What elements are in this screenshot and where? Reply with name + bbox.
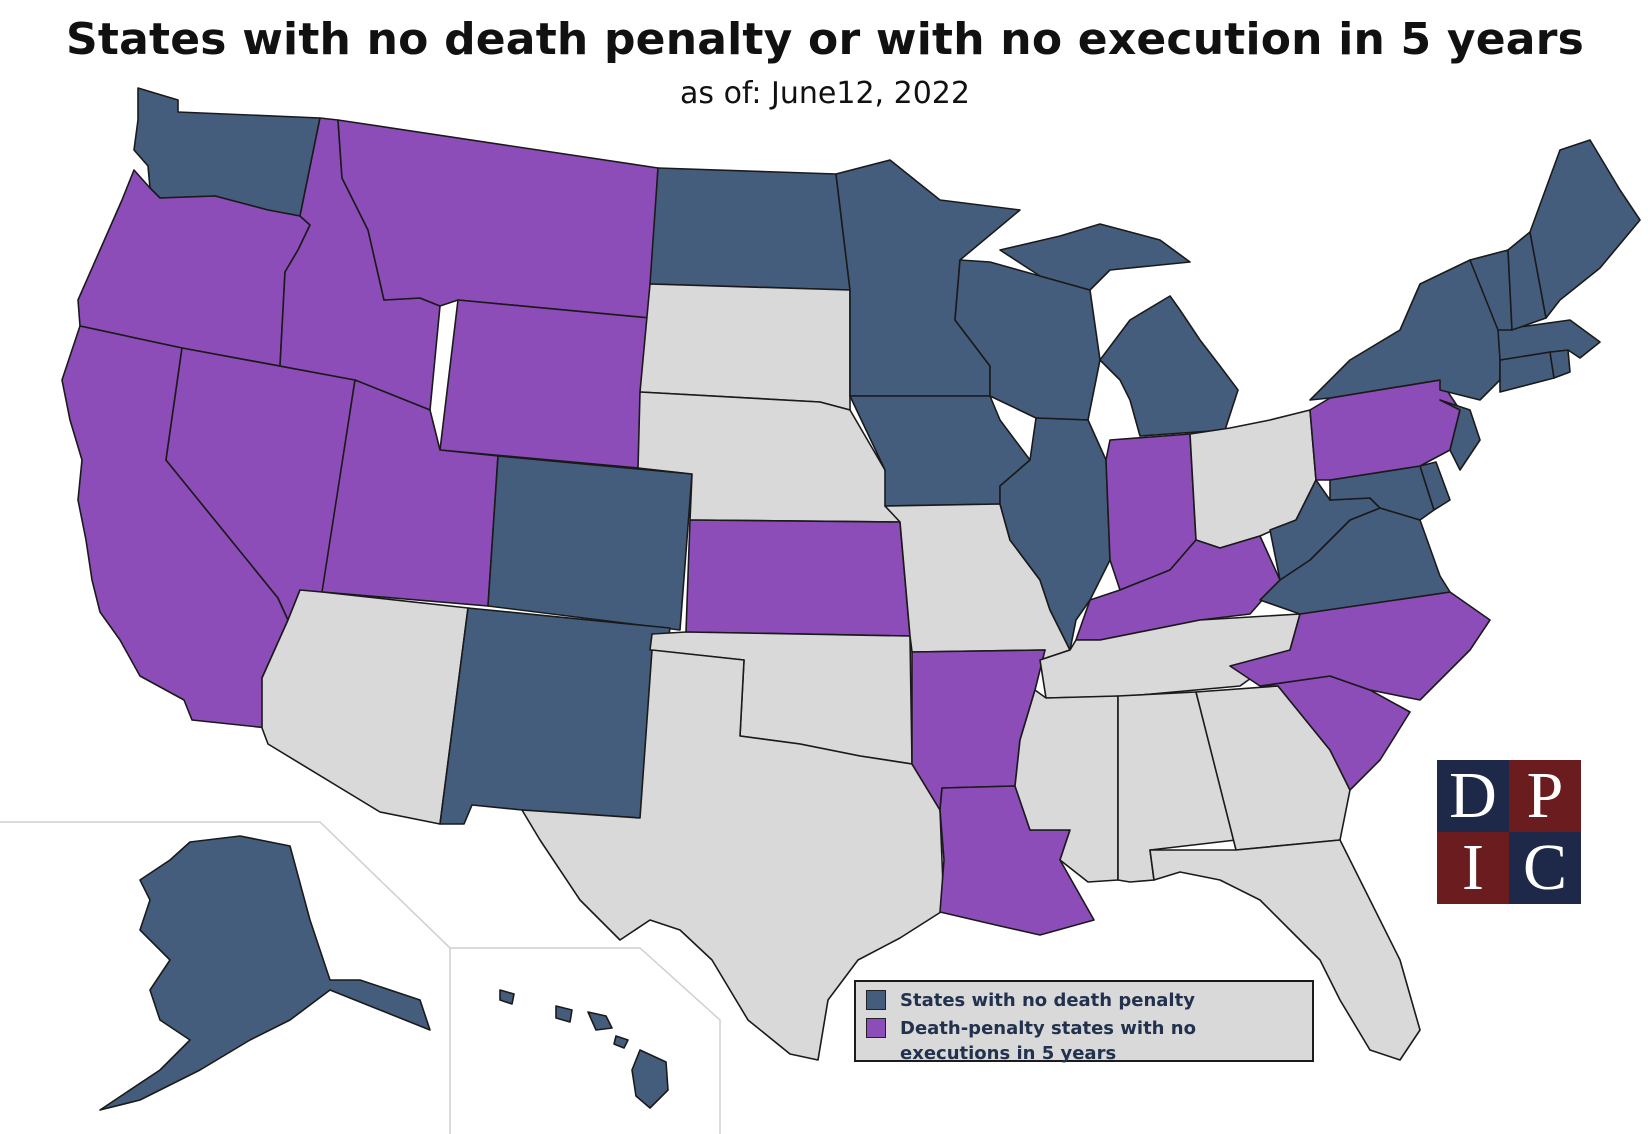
legend-label-no-death-penalty: States with no death penalty: [900, 990, 1195, 1011]
state-wy: [439, 299, 651, 469]
state-nd: [649, 167, 851, 291]
inset-border: [0, 821, 721, 1134]
state-az: [261, 589, 469, 825]
state-tx: [521, 649, 945, 1061]
legend-label-no-executions: Death-penalty states with no executions …: [900, 1018, 1196, 1064]
state-hi: [613, 1035, 629, 1049]
dpic-logo: D P I C: [1437, 759, 1581, 904]
state-mi: [999, 223, 1191, 291]
legend-swatch-no-death-penalty: [866, 990, 886, 1010]
state-de: [1419, 461, 1451, 511]
logo-letter-i: I: [1437, 831, 1509, 904]
state-ny: [1309, 259, 1501, 401]
state-hi: [587, 1011, 613, 1031]
logo-letter-c: C: [1509, 831, 1581, 904]
state-ks: [685, 519, 911, 637]
state-nm: [439, 607, 671, 825]
state-ak: [99, 835, 431, 1111]
state-nj: [1439, 399, 1481, 471]
state-mi: [1099, 295, 1239, 437]
state-hi: [555, 1005, 573, 1023]
map-subtitle: as of: June12, 2022: [680, 76, 970, 111]
state-mt: [337, 119, 659, 319]
logo-letter-d: D: [1437, 759, 1509, 832]
state-nc: [1229, 591, 1491, 701]
state-co: [487, 455, 693, 631]
state-me: [1529, 139, 1641, 319]
state-hi: [631, 1049, 669, 1109]
state-fl: [1149, 839, 1421, 1061]
logo-letter-p: P: [1509, 759, 1581, 832]
state-sd: [639, 283, 851, 411]
legend-swatch-no-executions: [866, 1018, 886, 1038]
legend-item-no-executions: Death-penalty states with no executions …: [866, 1016, 1300, 1066]
state-ri: [1549, 349, 1571, 379]
state-ma: [1497, 319, 1601, 361]
state-hi: [499, 989, 515, 1005]
legend-item-no-death-penalty: States with no death penalty: [866, 988, 1195, 1013]
state-wa: [133, 87, 321, 217]
state-tn: [1039, 613, 1301, 699]
legend: States with no death penalty Death-penal…: [854, 980, 1314, 1064]
map-title: States with no death penalty or with no …: [66, 14, 1584, 65]
